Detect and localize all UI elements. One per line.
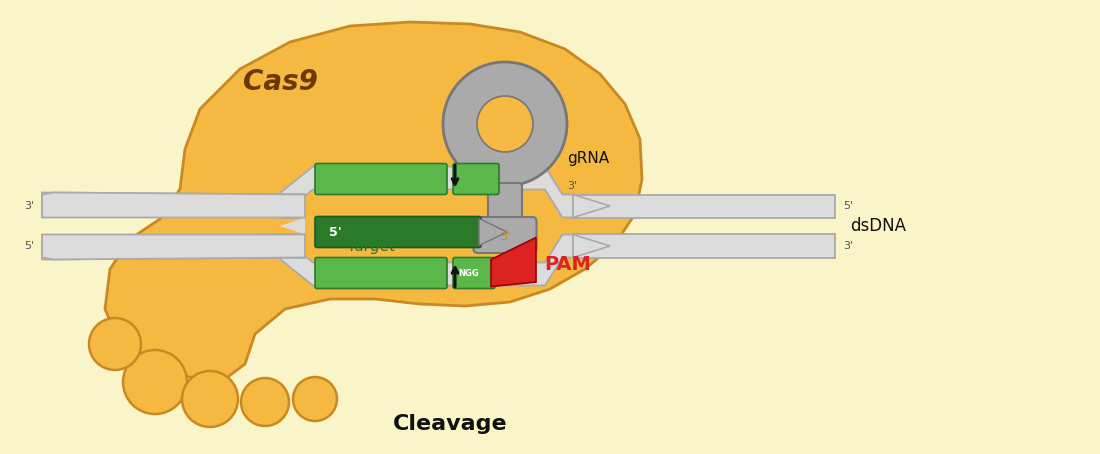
Circle shape <box>241 378 289 426</box>
Polygon shape <box>278 167 573 217</box>
Polygon shape <box>42 192 305 217</box>
Text: 5': 5' <box>24 241 34 251</box>
Text: 3': 3' <box>24 201 34 211</box>
FancyBboxPatch shape <box>315 217 481 247</box>
Polygon shape <box>42 235 305 260</box>
Polygon shape <box>573 235 610 257</box>
Polygon shape <box>42 235 305 260</box>
Text: 5': 5' <box>843 201 854 211</box>
FancyBboxPatch shape <box>315 163 447 194</box>
FancyBboxPatch shape <box>315 257 447 288</box>
Text: 5': 5' <box>329 226 342 238</box>
Polygon shape <box>478 218 507 246</box>
Text: Cas9: Cas9 <box>243 68 318 96</box>
FancyBboxPatch shape <box>453 163 499 194</box>
Text: Target: Target <box>346 240 395 255</box>
Text: 3': 3' <box>566 181 578 191</box>
FancyBboxPatch shape <box>453 257 495 288</box>
Polygon shape <box>573 194 835 217</box>
Circle shape <box>477 96 534 152</box>
Text: gRNA: gRNA <box>566 152 609 167</box>
Polygon shape <box>42 192 305 217</box>
Circle shape <box>443 62 566 186</box>
FancyBboxPatch shape <box>473 217 537 253</box>
Text: Cleavage: Cleavage <box>393 414 507 434</box>
Text: 3': 3' <box>499 232 510 242</box>
Circle shape <box>182 371 238 427</box>
Polygon shape <box>104 22 642 379</box>
FancyBboxPatch shape <box>488 183 522 229</box>
Polygon shape <box>278 235 573 286</box>
Text: 3': 3' <box>843 241 854 251</box>
Polygon shape <box>573 235 835 257</box>
Circle shape <box>123 350 187 414</box>
Circle shape <box>89 318 141 370</box>
Polygon shape <box>280 217 305 235</box>
Text: NGG: NGG <box>459 268 480 277</box>
Circle shape <box>293 377 337 421</box>
Text: dsDNA: dsDNA <box>850 217 906 235</box>
Polygon shape <box>491 237 536 286</box>
Text: PAM: PAM <box>544 256 591 275</box>
Polygon shape <box>573 194 610 217</box>
